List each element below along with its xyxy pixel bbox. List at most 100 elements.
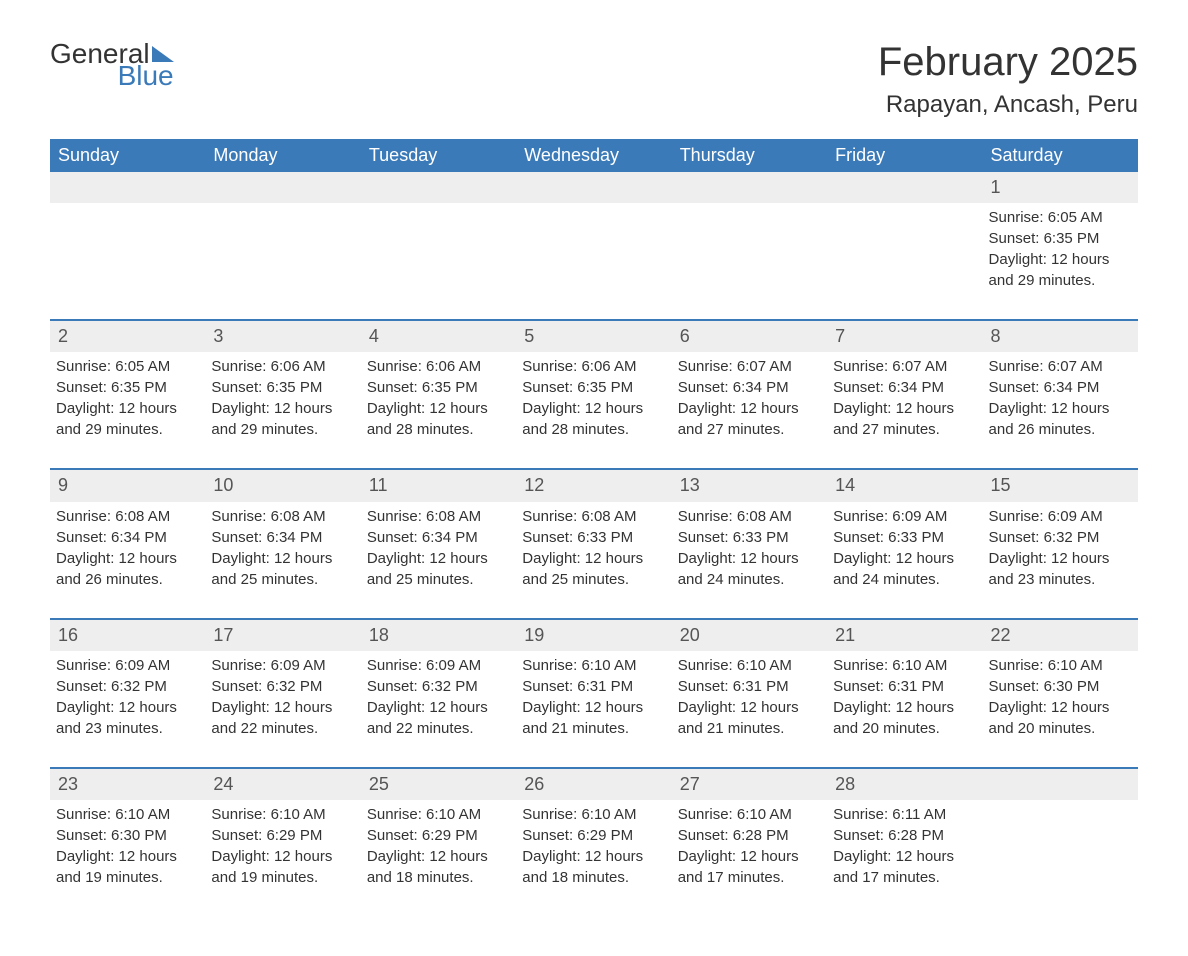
daylight-text: Daylight: 12 hours and 27 minutes. — [678, 398, 821, 440]
sunrise-text: Sunrise: 6:08 AM — [211, 506, 354, 527]
calendar-day-cell: 8Sunrise: 6:07 AMSunset: 6:34 PMDaylight… — [983, 320, 1138, 469]
daylight-text: Daylight: 12 hours and 27 minutes. — [833, 398, 976, 440]
calendar-day-cell: 16Sunrise: 6:09 AMSunset: 6:32 PMDayligh… — [50, 619, 205, 768]
day-number: 28 — [827, 769, 982, 800]
calendar-day-cell: 3Sunrise: 6:06 AMSunset: 6:35 PMDaylight… — [205, 320, 360, 469]
day-number: 12 — [516, 470, 671, 501]
daylight-text: Daylight: 12 hours and 19 minutes. — [211, 846, 354, 888]
sunset-text: Sunset: 6:35 PM — [367, 377, 510, 398]
day-number: 15 — [983, 470, 1138, 501]
calendar-day-cell: 11 Sunrise: 6:08 AMSunset: 6:34 PMDayligh… — [361, 469, 516, 618]
calendar-day-cell: 10Sunrise: 6:08 AMSunset: 6:34 PMDayligh… — [205, 469, 360, 618]
calendar-empty-cell — [672, 172, 827, 320]
calendar-day-cell: 25Sunrise: 6:10 AMSunset: 6:29 PMDayligh… — [361, 768, 516, 916]
day-number: 26 — [516, 769, 671, 800]
sunrise-text: Sunrise: 6:09 AM — [989, 506, 1132, 527]
day-number: 11 — [361, 470, 516, 501]
daylight-text: Daylight: 12 hours and 23 minutes. — [989, 548, 1132, 590]
sunset-text: Sunset: 6:33 PM — [833, 527, 976, 548]
calendar-day-cell: 22Sunrise: 6:10 AMSunset: 6:30 PMDayligh… — [983, 619, 1138, 768]
sunrise-text: Sunrise: 6:05 AM — [56, 356, 199, 377]
calendar-empty-cell — [983, 768, 1138, 916]
daylight-text: Daylight: 12 hours and 26 minutes. — [56, 548, 199, 590]
daylight-text: Daylight: 12 hours and 28 minutes. — [522, 398, 665, 440]
sunset-text: Sunset: 6:31 PM — [833, 676, 976, 697]
day-number: 16 — [50, 620, 205, 651]
calendar-day-cell: 19Sunrise: 6:10 AMSunset: 6:31 PMDayligh… — [516, 619, 671, 768]
sunrise-text: Sunrise: 6:10 AM — [833, 655, 976, 676]
calendar-empty-cell — [827, 172, 982, 320]
sunrise-text: Sunrise: 6:08 AM — [522, 506, 665, 527]
calendar-day-cell: 15 Sunrise: 6:09 AMSunset: 6:32 PMDayligh… — [983, 469, 1138, 618]
day-of-week-header: Friday — [827, 139, 982, 172]
sunrise-text: Sunrise: 6:10 AM — [522, 804, 665, 825]
calendar-day-cell: 1Sunrise: 6:05 AMSunset: 6:35 PMDaylight… — [983, 172, 1138, 320]
day-of-week-header: Sunday — [50, 139, 205, 172]
daylight-text: Daylight: 12 hours and 24 minutes. — [833, 548, 976, 590]
sunrise-text: Sunrise: 6:10 AM — [678, 804, 821, 825]
day-number — [50, 172, 205, 203]
daylight-text: Daylight: 12 hours and 25 minutes. — [367, 548, 510, 590]
sunrise-text: Sunrise: 6:10 AM — [678, 655, 821, 676]
calendar-day-cell: 27Sunrise: 6:10 AMSunset: 6:28 PMDayligh… — [672, 768, 827, 916]
day-number: 5 — [516, 321, 671, 352]
sunset-text: Sunset: 6:35 PM — [989, 228, 1132, 249]
day-number: 10 — [205, 470, 360, 501]
days-of-week-row: SundayMondayTuesdayWednesdayThursdayFrid… — [50, 139, 1138, 172]
calendar-day-cell: 17Sunrise: 6:09 AMSunset: 6:32 PMDayligh… — [205, 619, 360, 768]
sunset-text: Sunset: 6:32 PM — [989, 527, 1132, 548]
sunset-text: Sunset: 6:33 PM — [678, 527, 821, 548]
sunrise-text: Sunrise: 6:07 AM — [678, 356, 821, 377]
day-of-week-header: Tuesday — [361, 139, 516, 172]
day-number: 4 — [361, 321, 516, 352]
sunrise-text: Sunrise: 6:07 AM — [989, 356, 1132, 377]
day-number: 25 — [361, 769, 516, 800]
calendar-week-row: 2 Sunrise: 6:05 AM Sunset: 6:35 PM Daylight… — [50, 320, 1138, 469]
day-number: 21 — [827, 620, 982, 651]
daylight-text: Daylight: 12 hours and 18 minutes. — [367, 846, 510, 888]
calendar-empty-cell — [205, 172, 360, 320]
day-number: 17 — [205, 620, 360, 651]
sunset-text: Sunset: 6:34 PM — [211, 527, 354, 548]
logo: General Blue — [50, 40, 174, 90]
daylight-text: Daylight: 12 hours and 21 minutes. — [522, 697, 665, 739]
day-number: 24 — [205, 769, 360, 800]
day-number: 2 — [50, 321, 205, 352]
daylight-text: Daylight: 12 hours and 25 minutes. — [522, 548, 665, 590]
day-number — [516, 172, 671, 203]
sunset-text: Sunset: 6:32 PM — [211, 676, 354, 697]
sunrise-text: Sunrise: 6:06 AM — [522, 356, 665, 377]
day-number — [205, 172, 360, 203]
sunset-text: Sunset: 6:34 PM — [56, 527, 199, 548]
day-number: 14 — [827, 470, 982, 501]
page-title: February 2025 — [878, 40, 1138, 85]
sunset-text: Sunset: 6:29 PM — [367, 825, 510, 846]
sunrise-text: Sunrise: 6:09 AM — [833, 506, 976, 527]
header: General Blue February 2025 Rapayan, Anca… — [50, 40, 1138, 119]
sunset-text: Sunset: 6:34 PM — [367, 527, 510, 548]
daylight-text: Daylight: 12 hours and 17 minutes. — [678, 846, 821, 888]
calendar-empty-cell — [516, 172, 671, 320]
daylight-text: Daylight: 12 hours and 19 minutes. — [56, 846, 199, 888]
day-number: 18 — [361, 620, 516, 651]
day-number — [827, 172, 982, 203]
sunrise-text: Sunrise: 6:10 AM — [211, 804, 354, 825]
calendar-empty-cell — [50, 172, 205, 320]
logo-word-blue: Blue — [118, 62, 174, 90]
day-number — [361, 172, 516, 203]
day-number: 3 — [205, 321, 360, 352]
daylight-text: Daylight: 12 hours and 17 minutes. — [833, 846, 976, 888]
calendar-day-cell: 9Sunrise: 6:08 AMSunset: 6:34 PMDaylight… — [50, 469, 205, 618]
sunset-text: Sunset: 6:30 PM — [989, 676, 1132, 697]
sunrise-text: Sunrise: 6:08 AM — [678, 506, 821, 527]
daylight-text: Daylight: 12 hours and 22 minutes. — [367, 697, 510, 739]
calendar-day-cell: 12Sunrise: 6:08 AMSunset: 6:33 PMDayligh… — [516, 469, 671, 618]
calendar-week-row: 23Sunrise: 6:10 AMSunset: 6:30 PMDayligh… — [50, 768, 1138, 916]
day-number: 13 — [672, 470, 827, 501]
calendar-day-cell: 23Sunrise: 6:10 AMSunset: 6:30 PMDayligh… — [50, 768, 205, 916]
sunrise-text: Sunrise: 6:08 AM — [367, 506, 510, 527]
sunset-text: Sunset: 6:29 PM — [211, 825, 354, 846]
day-of-week-header: Thursday — [672, 139, 827, 172]
calendar-day-cell: 4Sunrise: 6:06 AMSunset: 6:35 PMDaylight… — [361, 320, 516, 469]
sunset-text: Sunset: 6:29 PM — [522, 825, 665, 846]
